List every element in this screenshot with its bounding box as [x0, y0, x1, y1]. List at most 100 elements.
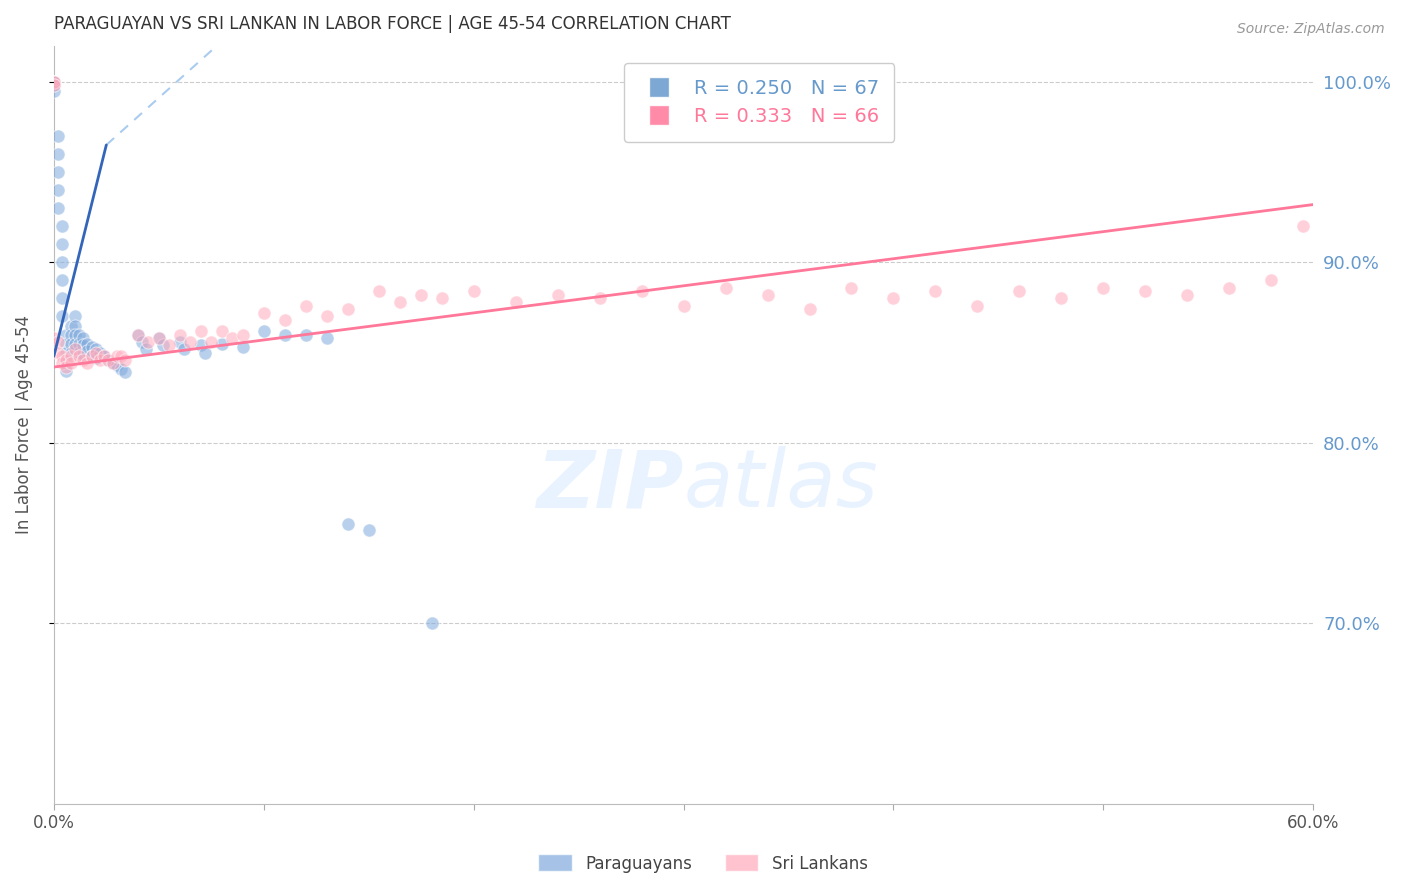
- Point: [127, 327, 149, 342]
- Point: [294, 299, 316, 313]
- Point: [42, 78, 65, 93]
- Point: [756, 288, 779, 302]
- Point: [59, 336, 82, 351]
- Point: [336, 302, 359, 317]
- Point: [76, 343, 98, 358]
- Text: PARAGUAYAN VS SRI LANKAN IN LABOR FORCE | AGE 45-54 CORRELATION CHART: PARAGUAYAN VS SRI LANKAN IN LABOR FORCE …: [53, 15, 731, 33]
- Point: [101, 356, 124, 370]
- Point: [152, 338, 174, 352]
- Point: [67, 349, 90, 363]
- Point: [135, 342, 157, 356]
- Point: [72, 338, 94, 352]
- Point: [131, 334, 153, 349]
- Point: [46, 345, 69, 359]
- Point: [46, 334, 69, 349]
- Point: [42, 84, 65, 98]
- Point: [42, 75, 65, 89]
- Point: [80, 349, 103, 363]
- Point: [105, 349, 128, 363]
- Point: [1008, 284, 1031, 298]
- Point: [294, 327, 316, 342]
- Point: [1135, 284, 1157, 298]
- Point: [114, 366, 136, 380]
- Point: [76, 336, 98, 351]
- Point: [72, 352, 94, 367]
- Point: [211, 336, 233, 351]
- Point: [253, 324, 276, 338]
- Point: [169, 327, 191, 342]
- Point: [841, 280, 863, 294]
- Point: [55, 359, 77, 374]
- Point: [547, 288, 569, 302]
- Point: [67, 345, 90, 359]
- Point: [1218, 280, 1240, 294]
- Point: [51, 255, 73, 269]
- Point: [232, 327, 254, 342]
- Y-axis label: In Labor Force | Age 45-54: In Labor Force | Age 45-54: [15, 316, 32, 534]
- Point: [55, 336, 77, 351]
- Point: [59, 327, 82, 342]
- Point: [76, 356, 98, 370]
- Point: [55, 345, 77, 359]
- Point: [51, 356, 73, 370]
- Point: [315, 310, 337, 324]
- Point: [59, 356, 82, 370]
- Point: [42, 331, 65, 345]
- Point: [463, 284, 485, 298]
- Point: [389, 295, 412, 310]
- Legend: R = 0.250   N = 67, R = 0.333   N = 66: R = 0.250 N = 67, R = 0.333 N = 66: [624, 63, 894, 142]
- Point: [211, 324, 233, 338]
- Text: ZIP: ZIP: [536, 447, 683, 524]
- Point: [274, 313, 297, 327]
- Point: [46, 201, 69, 215]
- Point: [63, 310, 86, 324]
- Point: [67, 336, 90, 351]
- Point: [59, 318, 82, 333]
- Point: [253, 306, 276, 320]
- Point: [42, 75, 65, 89]
- Point: [924, 284, 946, 298]
- Point: [200, 334, 222, 349]
- Point: [157, 338, 180, 352]
- Point: [148, 331, 170, 345]
- Point: [89, 345, 111, 359]
- Point: [714, 280, 737, 294]
- Point: [51, 237, 73, 252]
- Point: [51, 292, 73, 306]
- Point: [315, 331, 337, 345]
- Point: [72, 331, 94, 345]
- Point: [46, 165, 69, 179]
- Point: [173, 342, 195, 356]
- Point: [1292, 219, 1315, 234]
- Point: [505, 295, 527, 310]
- Point: [411, 288, 433, 302]
- Point: [799, 302, 821, 317]
- Point: [93, 349, 115, 363]
- Point: [67, 327, 90, 342]
- Point: [55, 354, 77, 368]
- Point: [630, 284, 652, 298]
- Point: [194, 345, 217, 359]
- Point: [42, 75, 65, 89]
- Point: [97, 352, 120, 367]
- Point: [97, 352, 120, 367]
- Point: [966, 299, 988, 313]
- Text: atlas: atlas: [683, 447, 879, 524]
- Point: [55, 352, 77, 367]
- Point: [430, 292, 453, 306]
- Point: [42, 75, 65, 89]
- Point: [588, 292, 610, 306]
- Point: [110, 349, 132, 363]
- Point: [221, 331, 243, 345]
- Point: [72, 347, 94, 361]
- Point: [63, 318, 86, 333]
- Point: [51, 273, 73, 287]
- Point: [46, 147, 69, 161]
- Point: [51, 219, 73, 234]
- Point: [232, 340, 254, 354]
- Point: [190, 338, 212, 352]
- Point: [672, 299, 695, 313]
- Point: [1175, 288, 1198, 302]
- Point: [882, 292, 904, 306]
- Point: [1050, 292, 1073, 306]
